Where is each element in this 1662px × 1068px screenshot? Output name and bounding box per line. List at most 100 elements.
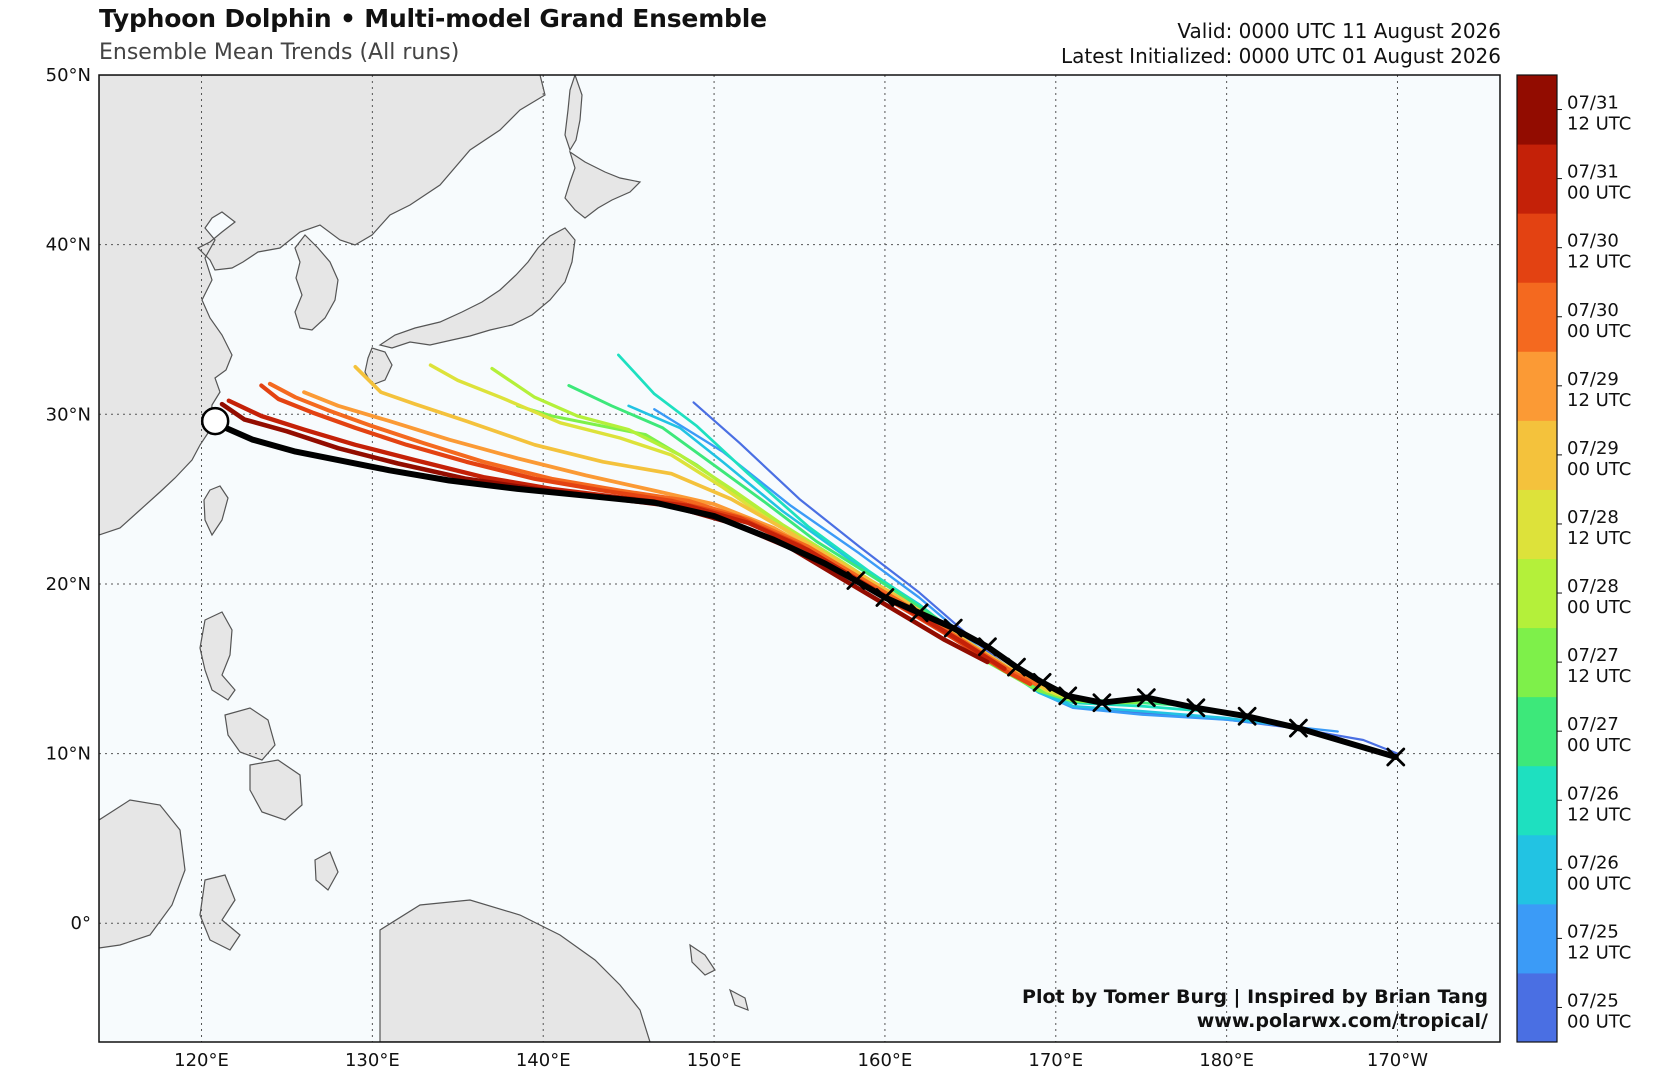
colorbar-label-date: 07/30 xyxy=(1567,300,1619,321)
colorbar-label-time: 00 UTC xyxy=(1567,183,1631,204)
colorbar-label-time: 00 UTC xyxy=(1567,873,1631,894)
chart-title: Typhoon Dolphin • Multi-model Grand Ense… xyxy=(99,4,767,33)
colorbar-bin xyxy=(1517,420,1557,490)
honshu xyxy=(378,227,576,349)
mean-position-marker xyxy=(1386,747,1406,767)
hokkaido xyxy=(564,150,642,219)
colorbar-label-date: 07/25 xyxy=(1567,990,1619,1011)
mean-position-marker xyxy=(1186,698,1206,718)
colorbar-label-time: 12 UTC xyxy=(1567,390,1631,411)
colorbar-label-date: 07/28 xyxy=(1567,576,1619,597)
lon-tick-label: 170°E xyxy=(1028,1050,1083,1068)
colorbar-bin xyxy=(1517,558,1557,629)
mean-position-marker xyxy=(1007,657,1026,677)
colorbar-label-time: 12 UTC xyxy=(1567,528,1631,549)
colorbar-bin xyxy=(1517,351,1557,421)
lat-tick-label: 40°N xyxy=(46,235,91,256)
latest-position-circle xyxy=(200,406,230,436)
colorbar-label-time: 00 UTC xyxy=(1567,735,1631,756)
colorbar-label-time: 12 UTC xyxy=(1567,666,1631,687)
colorbar-label-time: 00 UTC xyxy=(1567,321,1631,342)
colorbar-label-date: 07/27 xyxy=(1567,714,1619,735)
solomon-islands xyxy=(689,943,716,976)
axis-labels: 50°N 40°N 30°N 20°N 10°N 0° 120°E 130°E 140°E 150… xyxy=(46,65,1429,1068)
colorbar-label-time: 00 UTC xyxy=(1567,597,1631,618)
lat-tick-label: 10°N xyxy=(46,744,91,765)
colorbar-bin xyxy=(1517,144,1557,214)
colorbar-label-date: 07/29 xyxy=(1567,369,1619,390)
chart-subtitle: Ensemble Mean Trends (All runs) xyxy=(99,40,460,65)
mean-position-marker xyxy=(1288,718,1308,738)
solomon-islands-east xyxy=(728,988,749,1011)
colorbar-label-date: 07/26 xyxy=(1567,783,1619,804)
colorbar-label-time: 00 UTC xyxy=(1567,459,1631,480)
mean-position-marker xyxy=(1136,688,1156,708)
mean-position-marker xyxy=(1092,693,1112,713)
colorbar-label-date: 07/27 xyxy=(1567,645,1619,666)
mean-position-marker xyxy=(846,571,866,590)
taiwan xyxy=(203,485,229,537)
colorbar-bin xyxy=(1517,213,1557,283)
colorbar-label-date: 07/26 xyxy=(1567,852,1619,873)
lat-tick-label: 0° xyxy=(71,913,91,934)
sulawesi xyxy=(199,874,241,951)
colorbar-bin xyxy=(1517,627,1557,698)
colorbar-label-date: 07/29 xyxy=(1567,438,1619,459)
colorbar-label-date: 07/30 xyxy=(1567,231,1619,252)
mean-position-marker xyxy=(1237,706,1257,726)
colorbar-bin xyxy=(1517,282,1557,352)
borneo xyxy=(99,799,186,949)
mean-position-marker xyxy=(1032,672,1052,692)
korea xyxy=(294,234,339,331)
mean-position-marker xyxy=(875,588,895,607)
colorbar-label-time: 00 UTC xyxy=(1567,1011,1631,1032)
lon-tick-label: 160°E xyxy=(858,1050,913,1068)
colorbar-bin xyxy=(1517,489,1557,559)
colorbar-label-time: 12 UTC xyxy=(1567,114,1631,135)
mean-track-line xyxy=(219,423,1399,760)
mean-position-marker xyxy=(1058,686,1078,706)
latest-initialized: Latest Initialized: 0000 UTC 01 August 2… xyxy=(1061,44,1501,68)
valid-time: Valid: 0000 UTC 11 August 2026 xyxy=(1177,19,1501,43)
mean-position-marker xyxy=(943,618,963,638)
lat-tick-label: 30°N xyxy=(46,404,91,425)
colorbar-label-date: 07/28 xyxy=(1567,507,1619,528)
lat-tick-label: 50°N xyxy=(46,65,91,86)
colorbar-bin xyxy=(1517,972,1557,1043)
colorbar-label-date: 07/31 xyxy=(1567,93,1619,114)
lon-tick-label: 180°E xyxy=(1199,1050,1254,1068)
colorbar-label-time: 12 UTC xyxy=(1567,252,1631,273)
new-guinea xyxy=(379,899,651,1042)
lon-tick-label: 130°E xyxy=(345,1050,400,1068)
lon-tick-label: 150°E xyxy=(687,1050,742,1068)
mean-position-marker xyxy=(909,603,929,623)
mean-position-marker xyxy=(978,637,997,657)
ensemble-mean-track xyxy=(200,406,1406,767)
colorbar-bin xyxy=(1517,903,1557,974)
colorbar-bin xyxy=(1517,75,1557,145)
colorbar-bin xyxy=(1517,696,1557,767)
lon-tick-label: 170°W xyxy=(1367,1050,1428,1068)
credit-line-1: Plot by Tomer Burg | Inspired by Brian T… xyxy=(1022,986,1488,1008)
ensemble-track-line xyxy=(267,381,1041,688)
lon-tick-label: 140°E xyxy=(516,1050,571,1068)
map-frame xyxy=(98,74,1501,1043)
colorbar-bin xyxy=(1517,834,1557,905)
colorbar-label-time: 12 UTC xyxy=(1567,804,1631,825)
credit-line-2: www.polarwx.com/tropical/ xyxy=(1197,1010,1488,1032)
colorbar-label-date: 07/25 xyxy=(1567,921,1619,942)
mindanao xyxy=(249,759,303,821)
lon-tick-label: 120°E xyxy=(174,1050,229,1068)
halmahera xyxy=(314,851,339,891)
lat-tick-label: 20°N xyxy=(46,574,91,595)
visayas xyxy=(224,707,276,761)
colorbar-frame xyxy=(1516,74,1558,1043)
graticule xyxy=(99,75,1500,1042)
colorbar-label-date: 07/31 xyxy=(1567,162,1619,183)
colorbar-bin xyxy=(1517,765,1557,836)
colorbar-label-time: 12 UTC xyxy=(1567,942,1631,963)
luzon xyxy=(199,611,236,701)
sakhalin xyxy=(564,75,583,152)
